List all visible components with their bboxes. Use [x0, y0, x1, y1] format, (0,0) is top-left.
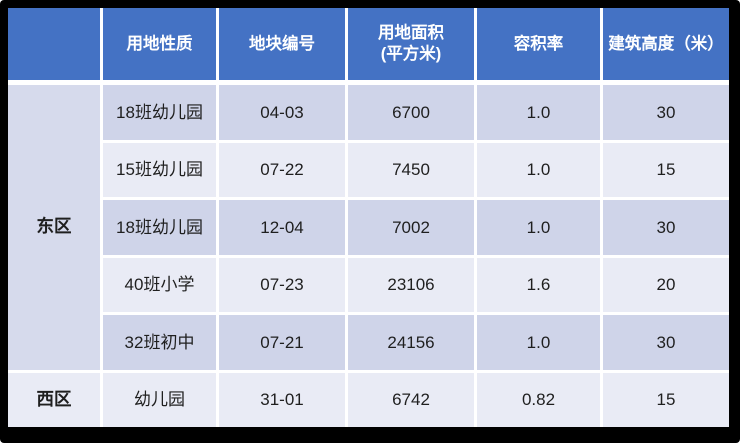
cell-height: 15 [603, 372, 729, 427]
header-use-type-label: 用地性质 [126, 34, 193, 53]
cell-plot: 31-01 [219, 372, 345, 427]
header-area: 用地面积 (平方米) [348, 8, 474, 82]
cell-plot: 07-21 [219, 315, 345, 370]
cell-area: 6742 [348, 372, 474, 427]
cell-plot: 07-22 [219, 142, 345, 197]
land-use-table: 用地性质 地块编号 用地面积 (平方米) 容积率 建筑高度（米） 东区 18班幼… [8, 8, 729, 427]
cell-plot: 12-04 [219, 200, 345, 255]
cell-far: 1.0 [477, 315, 600, 370]
header-area-line1: 用地面积 [378, 24, 444, 43]
cell-area: 23106 [348, 257, 474, 312]
cell-far: 1.0 [477, 142, 600, 197]
cell-far: 1.0 [477, 200, 600, 255]
header-far: 容积率 [477, 8, 600, 82]
cell-height: 30 [603, 85, 729, 140]
cell-area: 7450 [348, 142, 474, 197]
cell-far: 1.0 [477, 85, 600, 140]
header-use-type: 用地性质 [103, 8, 216, 82]
cell-use: 幼儿园 [103, 372, 216, 427]
cell-use: 18班幼儿园 [103, 200, 216, 255]
cell-height: 15 [603, 142, 729, 197]
header-plot-no-label: 地块编号 [249, 34, 315, 53]
header-far-label: 容积率 [513, 34, 564, 53]
cell-plot: 04-03 [219, 85, 345, 140]
header-area-line2: (平方米) [380, 45, 442, 63]
cell-area: 6700 [348, 85, 474, 140]
header-plot-no: 地块编号 [219, 8, 345, 82]
cell-height: 20 [603, 257, 729, 312]
cell-use: 40班小学 [103, 257, 216, 312]
cell-area: 7002 [348, 200, 474, 255]
header-height: 建筑高度（米） [603, 8, 729, 82]
cell-height: 30 [603, 200, 729, 255]
cell-use: 15班幼儿园 [103, 142, 216, 197]
group-cell-west: 西区 [8, 372, 100, 427]
cell-use: 32班初中 [103, 315, 216, 370]
header-height-label: 建筑高度（米） [608, 34, 724, 53]
cell-area: 24156 [348, 315, 474, 370]
cell-use: 18班幼儿园 [103, 85, 216, 140]
cell-far: 1.6 [477, 257, 600, 312]
cell-height: 30 [603, 315, 729, 370]
cell-plot: 07-23 [219, 257, 345, 312]
cell-far: 0.82 [477, 372, 600, 427]
header-corner-cell [8, 8, 100, 82]
group-cell-east: 东区 [8, 85, 100, 370]
